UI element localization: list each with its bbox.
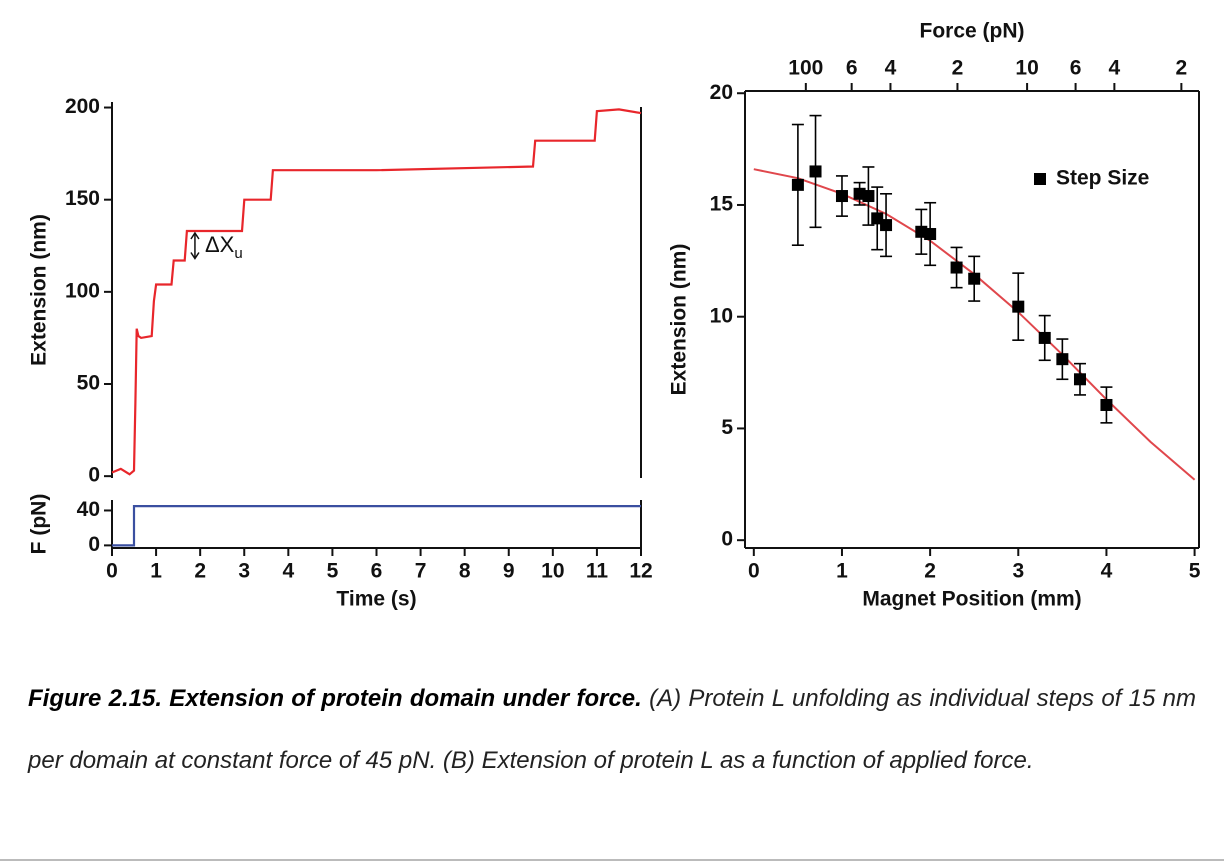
caption-text: (A) Protein L unfolding as individual st… <box>28 685 1196 774</box>
x2-tick-label: 10 <box>1015 57 1038 80</box>
x-tick-label: 11 <box>586 560 609 583</box>
y-tick-label: 50 <box>77 372 100 395</box>
x2-tick-label: 2 <box>1176 57 1188 80</box>
annotation-text: ΔX <box>205 232 235 257</box>
y-tick-label: 100 <box>65 279 100 302</box>
point <box>862 190 875 203</box>
bottom-rule <box>0 859 1224 861</box>
x-tick-label: 3 <box>238 560 250 583</box>
legend-label: Step Size <box>1056 167 1149 190</box>
x-axis-label: Time (s) <box>336 588 416 611</box>
x2-tick-label: 4 <box>1109 57 1121 80</box>
x-tick-label: 2 <box>924 560 936 583</box>
x2-tick-label: 4 <box>885 57 897 80</box>
y-tick-label: 0 <box>88 533 100 556</box>
x-tick-label: 0 <box>106 560 118 583</box>
point <box>1073 373 1086 386</box>
y-tick-label: 150 <box>65 187 100 210</box>
x-tick-label: 10 <box>541 560 564 583</box>
x-tick-label: 5 <box>327 560 339 583</box>
y-axis-label: Extension (nm) <box>668 244 691 396</box>
arrow-head <box>190 231 200 240</box>
point <box>1100 398 1113 411</box>
x-tick-label: 12 <box>629 560 652 583</box>
y-tick-label: 15 <box>710 193 734 216</box>
y-axis-label: Extension (nm) <box>28 214 51 366</box>
point <box>968 272 981 285</box>
y-tick-label: 0 <box>88 464 100 487</box>
x-tick-label: 7 <box>415 560 427 583</box>
point <box>1012 300 1025 313</box>
x-tick-label: 4 <box>1101 560 1113 583</box>
caption: Figure 2.15. Extension of protein domain… <box>28 668 1196 792</box>
data-line <box>111 108 642 476</box>
fit-curve <box>753 168 1196 481</box>
x-tick-label: 8 <box>459 560 471 583</box>
data-line <box>112 505 641 547</box>
point <box>1038 331 1051 344</box>
y-tick-label: 200 <box>65 95 100 118</box>
x2-tick-label: 100 <box>788 57 823 80</box>
x-tick-label: 2 <box>194 560 206 583</box>
point <box>1056 353 1069 366</box>
arrow-head <box>190 252 200 260</box>
x2-tick-label: 6 <box>1070 57 1082 80</box>
x2-axis-label: Force (pN) <box>920 20 1025 43</box>
x-tick-label: 6 <box>371 560 383 583</box>
x-tick-label: 1 <box>836 560 848 583</box>
annotation: ΔXu <box>205 232 243 262</box>
x-tick-label: 9 <box>503 560 515 583</box>
y-axis-label: F (pN) <box>28 494 51 555</box>
y-tick-label: 40 <box>77 498 100 521</box>
annotation-subscript: u <box>234 245 242 262</box>
legend-marker <box>1034 173 1046 185</box>
point <box>835 190 848 203</box>
y-tick-label: 5 <box>721 416 733 439</box>
y-tick-label: 20 <box>710 81 733 104</box>
x2-tick-label: 6 <box>846 57 858 80</box>
x-tick-label: 1 <box>150 560 162 583</box>
x2-tick-label: 2 <box>952 57 964 80</box>
x-tick-label: 3 <box>1012 560 1024 583</box>
point <box>880 219 893 232</box>
x-tick-label: 0 <box>748 560 760 583</box>
point <box>791 178 804 191</box>
point <box>809 165 822 178</box>
x-axis-label: Magnet Position (mm) <box>862 588 1081 611</box>
caption-label: Figure 2.15. Extension of protein domain… <box>28 685 642 712</box>
point <box>924 228 937 241</box>
y-tick-label: 0 <box>721 528 733 551</box>
point <box>950 261 963 274</box>
x-tick-label: 4 <box>282 560 294 583</box>
y-tick-label: 10 <box>710 304 733 327</box>
x-tick-label: 5 <box>1189 560 1201 583</box>
